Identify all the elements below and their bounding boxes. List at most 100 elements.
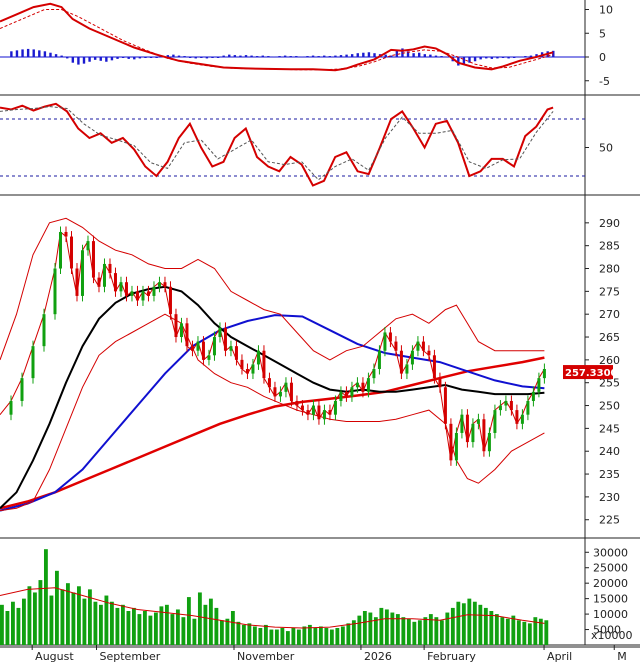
histogram-bar [457,57,460,66]
candle-body [229,346,233,351]
candle-body [295,400,299,406]
volume-bar [120,604,125,645]
volume-bar [494,614,499,645]
histogram-bar [479,57,482,60]
histogram-bar [317,56,320,58]
volume-bar [164,604,169,645]
volume-bar [258,628,263,645]
y-tick-label: 225 [599,514,620,527]
candle-body [366,378,370,392]
volume-bar [434,617,439,645]
candle-body [289,382,293,401]
y-tick-label: 255 [599,377,620,390]
volume-bar [203,604,208,645]
volume-bar [43,549,48,645]
histogram-bar [334,55,337,57]
volume-bar [280,628,285,645]
candle-body [394,341,398,351]
candle-body [515,410,519,424]
candle-body [201,341,205,360]
candle-body [372,369,376,379]
histogram-bar [272,56,276,58]
candle-body [377,350,381,369]
volume-bar [93,601,98,645]
candle-body [58,231,62,269]
volume-bar [302,626,307,645]
candle-body [306,410,310,415]
y-tick-label: 290 [599,217,620,230]
y-tick-label: 265 [599,331,620,344]
candle-body [454,432,458,461]
volume-bar [395,614,400,645]
volume-bar [32,592,37,645]
volume-bar [109,601,114,645]
candle-body [234,346,238,360]
volume-bar [544,620,549,645]
candle-body [427,350,431,356]
candle-body [383,332,387,351]
candle-body [498,405,502,411]
y-tick-label: -5 [599,75,610,88]
histogram-bar [10,51,13,57]
volume-bar [362,611,367,645]
histogram-bar [138,57,142,59]
histogram-bar [155,57,158,58]
volume-bar [82,598,87,645]
volume-bar [307,624,312,645]
y-tick-label: 280 [599,263,620,276]
histogram-bar [434,55,438,57]
volume-bar [274,629,279,645]
volume-bar [335,628,340,645]
y-tick-label: 250 [599,400,620,413]
histogram-bar [367,52,371,57]
last-price-box [563,365,613,380]
volume-bar [456,601,461,645]
candle-body [256,350,260,365]
volume-bar [16,607,21,645]
candle-body [405,364,409,374]
volume-bar [247,623,252,645]
series-line [0,2,554,72]
histogram-bar [188,57,192,58]
volume-bar [192,618,197,645]
candle-body [300,405,304,411]
y-tick-label: 30000 [593,546,628,559]
volume-bar [71,592,76,645]
series-line [0,313,545,512]
histogram-bar [423,54,426,57]
volume-bar [324,628,329,645]
candle-body [9,400,13,415]
histogram-bar [71,57,75,63]
volume-bar [60,589,65,645]
volume-bar [38,580,43,645]
candle-body [526,400,530,415]
candle-body [130,291,134,296]
histogram-bar [535,54,538,57]
volume-bar [27,586,32,645]
histogram-bar [222,55,225,57]
volume-bar [214,607,219,645]
candle-body [124,282,128,296]
candle-body [476,419,480,424]
candle-body [245,369,249,374]
candle-body [278,391,282,397]
candle-body [509,400,513,411]
histogram-bar [390,55,393,57]
histogram-bar [306,56,309,58]
candle-body [262,350,266,379]
candle-body [328,410,332,415]
volume-bar [505,618,510,645]
histogram-bar [261,55,264,57]
candle-body [531,391,535,401]
candle-body [86,241,90,251]
volume-bar [340,626,345,645]
volume-bar [285,631,290,645]
candle-body [388,332,392,342]
candle-body [119,282,123,292]
histogram-bar [323,55,326,57]
volume-bar [483,607,488,645]
volume-bar [148,615,153,645]
histogram-bar [418,52,421,57]
volume-bar [318,626,323,645]
candle-body [212,337,216,356]
